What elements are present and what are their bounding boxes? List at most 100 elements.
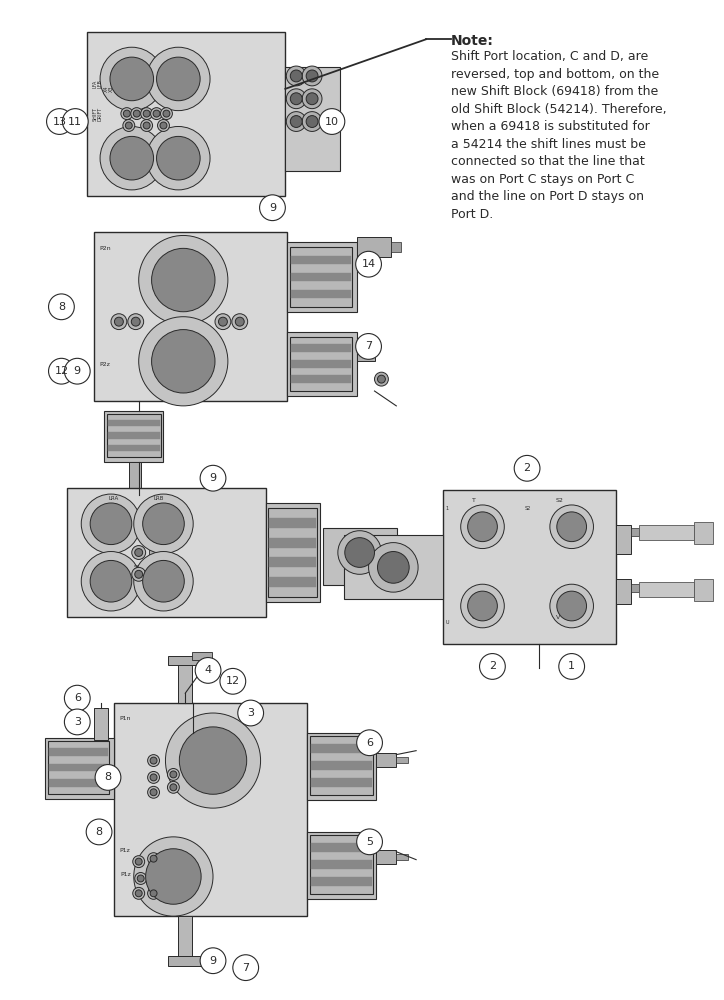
Circle shape [135, 570, 143, 578]
Text: Note:: Note: [451, 34, 494, 48]
Circle shape [219, 317, 227, 326]
Circle shape [290, 70, 302, 82]
Bar [311, 744, 371, 753]
Circle shape [64, 685, 90, 711]
Text: 12: 12 [226, 676, 240, 686]
Bar [269, 538, 316, 548]
Text: S2: S2 [525, 506, 531, 511]
Bar [129, 462, 140, 492]
Bar [285, 67, 340, 171]
Circle shape [132, 546, 146, 559]
Bar [114, 703, 307, 916]
Text: P2z: P2z [99, 362, 110, 367]
Circle shape [110, 57, 153, 101]
Circle shape [123, 110, 130, 117]
Text: S3: S3 [134, 565, 140, 570]
Circle shape [90, 503, 132, 545]
Text: X3: X3 [109, 86, 114, 92]
Bar [107, 414, 161, 457]
Text: U: U [446, 620, 450, 625]
Bar [616, 525, 631, 554]
Circle shape [160, 122, 167, 129]
Circle shape [121, 108, 132, 120]
Bar [396, 757, 408, 763]
Bar [48, 741, 109, 794]
Circle shape [135, 890, 142, 897]
Text: P1z: P1z [119, 848, 130, 853]
Circle shape [148, 771, 159, 783]
Circle shape [306, 116, 318, 127]
Circle shape [161, 108, 172, 120]
Circle shape [355, 251, 382, 277]
Bar [616, 579, 631, 604]
Circle shape [302, 89, 322, 109]
Text: DRIFT: DRIFT [98, 106, 103, 121]
Text: Shift Port location, C and D, are
reversed, top and bottom, on the
new Shift Blo: Shift Port location, C and D, are revers… [451, 50, 666, 221]
Circle shape [220, 668, 245, 694]
Circle shape [114, 317, 123, 326]
Circle shape [479, 654, 505, 679]
Bar [694, 579, 713, 601]
Circle shape [135, 873, 147, 884]
Circle shape [357, 730, 382, 756]
Bar [178, 661, 192, 703]
Text: LFB: LFB [98, 79, 103, 88]
Circle shape [233, 955, 258, 981]
Text: 1: 1 [446, 506, 449, 511]
Bar [192, 652, 212, 660]
Text: 3: 3 [74, 717, 81, 727]
Bar [291, 256, 350, 264]
Circle shape [133, 110, 140, 117]
Bar [94, 708, 108, 740]
Bar [169, 656, 202, 665]
Circle shape [377, 375, 385, 383]
Circle shape [345, 538, 374, 567]
Text: 4: 4 [204, 665, 211, 675]
Text: 7: 7 [242, 963, 249, 973]
Text: 12: 12 [54, 366, 69, 376]
Circle shape [143, 503, 185, 545]
Circle shape [135, 858, 142, 865]
Bar [266, 503, 320, 602]
Circle shape [100, 126, 164, 190]
Text: X4: X4 [104, 86, 109, 92]
Bar [310, 736, 373, 795]
Text: LRB: LRB [153, 496, 164, 501]
Circle shape [64, 709, 90, 735]
Circle shape [550, 505, 594, 549]
Bar [290, 337, 352, 391]
Circle shape [557, 512, 586, 542]
Circle shape [100, 47, 164, 111]
Circle shape [46, 109, 72, 134]
Circle shape [86, 819, 112, 845]
Bar [178, 916, 192, 956]
Bar [104, 411, 164, 462]
Circle shape [158, 120, 169, 131]
Circle shape [140, 108, 153, 120]
Circle shape [237, 700, 264, 726]
Circle shape [355, 334, 382, 359]
Circle shape [167, 768, 180, 780]
Circle shape [319, 109, 345, 134]
Text: T: T [471, 498, 476, 503]
Bar [344, 535, 443, 599]
Circle shape [302, 66, 322, 86]
Text: 1: 1 [568, 661, 575, 671]
Circle shape [306, 70, 318, 82]
Circle shape [131, 108, 143, 120]
Circle shape [123, 120, 135, 131]
Circle shape [150, 890, 157, 897]
Bar [311, 778, 371, 787]
Circle shape [143, 122, 150, 129]
Circle shape [166, 713, 261, 808]
Bar [49, 748, 108, 756]
Bar [269, 577, 316, 587]
Bar [287, 242, 357, 312]
Circle shape [357, 829, 382, 855]
Circle shape [140, 120, 153, 131]
Text: P2n: P2n [99, 246, 111, 251]
Text: S5: S5 [159, 565, 165, 570]
Bar [49, 764, 108, 771]
Circle shape [163, 110, 170, 117]
Bar [291, 273, 350, 281]
